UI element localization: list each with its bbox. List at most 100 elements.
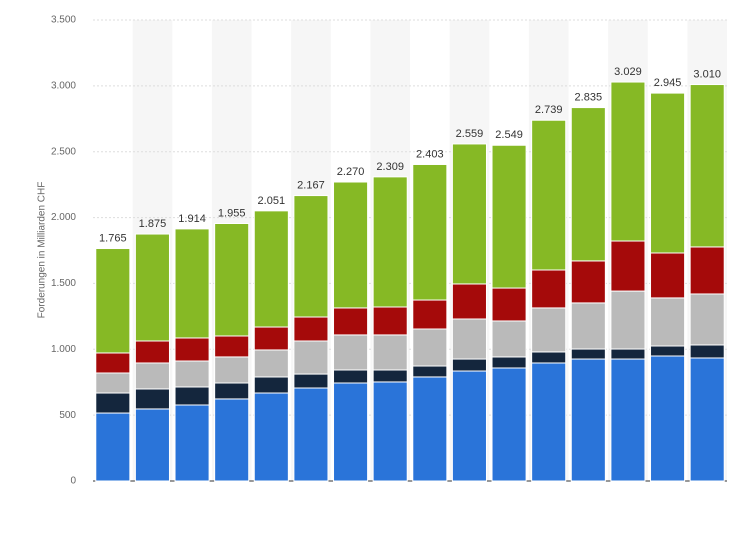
bar-segment <box>174 386 210 406</box>
bar-segment <box>412 163 448 301</box>
bar-segment <box>531 269 567 309</box>
bar-segment <box>95 392 131 414</box>
bar-segment <box>134 233 170 342</box>
bar-segment <box>451 318 487 360</box>
bar-segment <box>333 334 369 371</box>
bar-segment <box>491 320 527 358</box>
bar-segment <box>689 246 725 295</box>
bar-segment <box>531 307 567 353</box>
bar-segment <box>95 412 131 482</box>
bar-segment <box>610 81 646 242</box>
total-label: 1.914 <box>178 213 206 225</box>
y-tick-label: 0 <box>70 476 76 487</box>
bar-segment <box>333 307 369 336</box>
bar-segment <box>412 299 448 330</box>
bar-segment <box>570 358 606 482</box>
bar-segment <box>491 287 527 322</box>
bar-segment <box>293 387 329 482</box>
total-label: 2.945 <box>654 77 682 89</box>
bar-segment <box>293 195 329 318</box>
bar-segment <box>689 84 725 248</box>
y-axis-label: Forderungen in Milliarden CHF <box>37 182 48 319</box>
bar-segment <box>333 382 369 482</box>
bar-segment <box>531 362 567 482</box>
bar-segment <box>214 356 250 384</box>
bar-segment <box>451 358 487 372</box>
y-tick-label: 2.000 <box>51 212 76 223</box>
y-tick-label: 3.000 <box>51 80 76 91</box>
bar-segment <box>372 369 408 383</box>
bar-segment <box>214 398 250 482</box>
bar-segment <box>650 252 686 299</box>
y-tick-label: 3.500 <box>51 15 76 26</box>
y-tick-label: 2.500 <box>51 146 76 157</box>
total-label: 2.167 <box>297 179 325 191</box>
bar-segment <box>451 143 487 285</box>
bar-segment <box>650 297 686 347</box>
bar-segment <box>689 357 725 482</box>
bar-segment <box>134 362 170 390</box>
bar-segment <box>610 358 646 482</box>
bar-segment <box>412 376 448 482</box>
bar-segment <box>491 367 527 482</box>
bar-segment <box>174 404 210 482</box>
bar-segment <box>174 228 210 339</box>
bar-segment <box>333 181 369 309</box>
total-label: 2.739 <box>535 104 563 116</box>
bar-segment <box>333 369 369 384</box>
bar-segment <box>451 370 487 482</box>
y-tick-label: 1.500 <box>51 278 76 289</box>
bar-segment <box>95 248 131 354</box>
bar-segment <box>689 293 725 346</box>
bar-segment <box>372 381 408 482</box>
bar-segment <box>95 372 131 394</box>
total-label: 3.010 <box>693 68 721 80</box>
bar-segment <box>253 349 289 378</box>
total-label: 1.875 <box>139 218 167 230</box>
bar-segment <box>412 328 448 367</box>
y-tick-label: 1.000 <box>51 344 76 355</box>
bar-segment <box>531 351 567 364</box>
bar-segment <box>174 360 210 388</box>
bar-segment <box>293 316 329 342</box>
bar-segment <box>253 210 289 328</box>
total-label: 2.309 <box>376 161 404 173</box>
bar-segment <box>134 408 170 482</box>
bar-segment <box>451 283 487 320</box>
bar-segment <box>293 340 329 375</box>
bar-segment <box>491 356 527 369</box>
bar-segment <box>610 240 646 292</box>
bar-segment <box>372 306 408 336</box>
bar-segment <box>95 352 131 374</box>
bar-segment <box>253 376 289 394</box>
bar-segment <box>293 373 329 389</box>
bar-segment <box>650 92 686 254</box>
total-label: 2.559 <box>456 128 484 140</box>
bar-segment <box>372 334 408 371</box>
bar-segment <box>570 260 606 304</box>
bar-segment <box>531 119 567 271</box>
bar-segment <box>412 365 448 378</box>
bar-segment <box>214 382 250 400</box>
bar-segment <box>650 355 686 482</box>
bar-segment <box>253 392 289 482</box>
bar-segment <box>650 345 686 357</box>
bar-segment <box>570 348 606 360</box>
total-label: 1.955 <box>218 207 246 219</box>
bar-segment <box>491 144 527 289</box>
bar-segment <box>174 337 210 362</box>
total-label: 2.051 <box>258 195 286 207</box>
bar-segment <box>610 290 646 350</box>
total-label: 2.549 <box>495 129 523 141</box>
bar-segment <box>134 340 170 364</box>
bar-segment <box>253 326 289 351</box>
y-tick-label: 500 <box>59 410 76 421</box>
bar-segment <box>689 344 725 359</box>
bar-segment <box>372 176 408 308</box>
total-label: 3.029 <box>614 66 642 78</box>
bar-segment <box>214 222 250 337</box>
bar-segment <box>570 107 606 262</box>
total-label: 2.270 <box>337 166 365 178</box>
bar-segment <box>214 335 250 358</box>
